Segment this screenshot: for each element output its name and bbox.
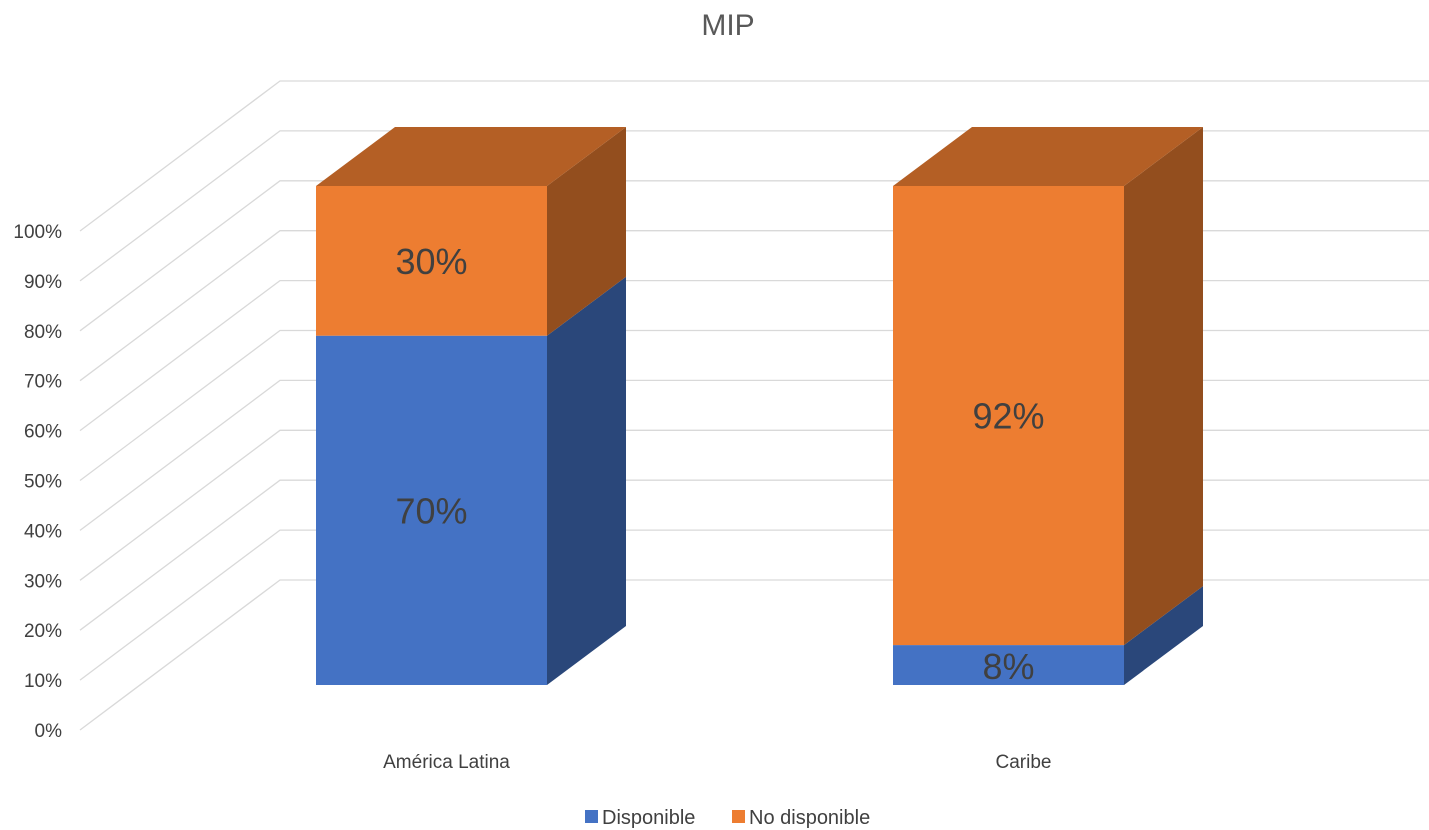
gridline: [79, 529, 1429, 681]
x-axis-categories: América Latina Caribe: [383, 752, 1051, 773]
data-labels: 70% 30% 8% 92%: [395, 241, 1044, 687]
bars: [316, 127, 1203, 685]
legend-entry[interactable]: No disponible: [749, 807, 870, 829]
gridline: [79, 279, 1429, 432]
y-tick-label: 30%: [24, 571, 62, 592]
bar-top: [316, 127, 626, 186]
y-tick-label: 60%: [24, 422, 62, 443]
bar-side-no-disponible: [547, 127, 626, 336]
bar-side-disponible: [1124, 586, 1203, 685]
legend-entry[interactable]: Disponible: [602, 807, 695, 829]
y-tick-label: 70%: [24, 372, 62, 393]
gridline: [79, 579, 1429, 731]
data-label: 30%: [395, 241, 467, 282]
bar-disponible: [316, 335, 547, 685]
legend-swatch: [585, 810, 598, 823]
gridlines: [79, 80, 1429, 731]
bar-no-disponible: [316, 186, 547, 336]
y-tick-label: 0%: [35, 721, 63, 742]
data-label: 92%: [972, 396, 1044, 437]
bar-disponible: [893, 645, 1124, 685]
legend[interactable]: Disponible No disponible: [585, 807, 870, 829]
y-tick-label: 90%: [24, 272, 62, 293]
gridline: [79, 230, 1429, 382]
legend-swatch: [732, 810, 745, 823]
y-tick-label: 20%: [24, 621, 62, 642]
x-category-label: Caribe: [996, 752, 1052, 773]
data-label: 8%: [982, 646, 1034, 687]
gridline: [79, 379, 1429, 531]
bar-side-disponible: [547, 276, 626, 685]
gridline: [79, 479, 1429, 631]
chart-title: MIP: [701, 9, 754, 42]
y-tick-label: 10%: [24, 671, 62, 692]
bar-side-no-disponible: [1124, 127, 1203, 646]
y-axis-ticks: 0% 10% 20% 30% 40% 50% 60% 70% 80% 90% 100%: [13, 222, 62, 742]
bar-top: [893, 127, 1203, 186]
y-tick-label: 50%: [24, 472, 62, 493]
data-label: 70%: [395, 490, 467, 531]
y-tick-label: 100%: [13, 222, 62, 243]
y-tick-label: 80%: [24, 322, 62, 343]
gridline: [79, 80, 1429, 232]
gridline: [79, 329, 1429, 482]
gridline: [79, 130, 1429, 282]
y-tick-label: 40%: [24, 521, 62, 542]
bar-no-disponible: [893, 186, 1124, 646]
x-category-label: América Latina: [383, 752, 510, 773]
gridline: [79, 180, 1429, 332]
gridline: [79, 429, 1429, 581]
